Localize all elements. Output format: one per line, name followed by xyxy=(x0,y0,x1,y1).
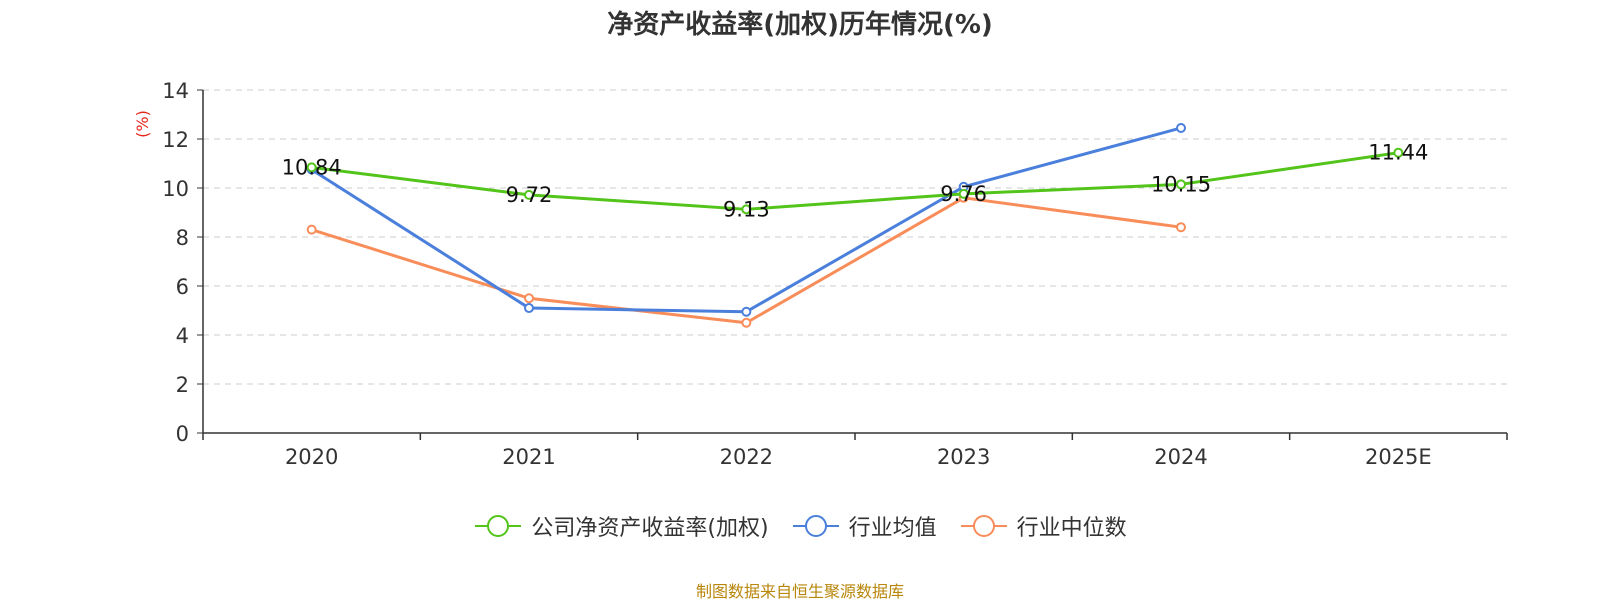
chart-title: 净资产收益率(加权)历年情况(%) xyxy=(607,10,993,40)
x-tick-label: 2023 xyxy=(937,445,990,469)
y-tick-label: 8 xyxy=(176,226,189,250)
data-point xyxy=(306,224,317,235)
data-label: 9.13 xyxy=(723,197,770,221)
series-line xyxy=(311,151,1399,211)
data-label: 10.84 xyxy=(282,155,342,179)
legend-item-industry-avg[interactable]: 行业均值 xyxy=(791,510,937,542)
data-point xyxy=(1176,179,1186,190)
y-tick-label: 14 xyxy=(162,79,189,103)
chart-legend: 公司净资产收益率(加权) 行业均值 行业中位数 xyxy=(0,510,1600,542)
data-point xyxy=(524,293,534,304)
legend-company-label: 公司净资产收益率(加权) xyxy=(531,516,769,541)
data-point xyxy=(524,189,534,200)
data-label: 9.76 xyxy=(940,182,987,206)
data-point xyxy=(741,317,752,328)
x-tick-label: 2022 xyxy=(720,445,773,469)
legend-industry-avg-icon xyxy=(792,515,839,537)
data-source-note: 制图数据来自恒生聚源数据库 xyxy=(695,582,904,601)
y-tick-label: 10 xyxy=(162,177,189,201)
legend-industry-median-label: 行业中位数 xyxy=(1016,516,1127,541)
x-tick-label: 2025E xyxy=(1365,445,1432,469)
legend-company-icon xyxy=(475,515,522,537)
legend-item-industry-median[interactable]: 行业中位数 xyxy=(959,510,1127,542)
data-point xyxy=(1176,122,1186,133)
y-tick-label: 0 xyxy=(176,422,189,446)
data-point xyxy=(1176,222,1186,233)
data-label: 11.44 xyxy=(1368,141,1428,165)
data-point xyxy=(958,188,969,199)
y-tick-label: 12 xyxy=(162,128,189,152)
y-tick-label: 4 xyxy=(176,324,189,348)
data-point xyxy=(741,306,752,317)
data-point xyxy=(306,162,317,173)
y-tick-label: 6 xyxy=(176,275,189,299)
data-point xyxy=(741,204,752,215)
x-tick-label: 2024 xyxy=(1154,445,1207,469)
legend-industry-median-icon xyxy=(960,515,1007,537)
data-point xyxy=(1393,147,1404,158)
y-tick-label: 2 xyxy=(176,373,189,397)
x-tick-label: 2021 xyxy=(502,445,555,469)
y-axis-label: (%) xyxy=(133,110,152,138)
legend-industry-avg-label: 行业均值 xyxy=(848,516,937,541)
x-tick-label: 2020 xyxy=(285,445,338,469)
legend-item-company[interactable]: 公司净资产收益率(加权) xyxy=(473,510,769,542)
data-label: 9.72 xyxy=(506,183,553,207)
data-point xyxy=(524,303,534,314)
data-label: 10.15 xyxy=(1151,172,1211,196)
